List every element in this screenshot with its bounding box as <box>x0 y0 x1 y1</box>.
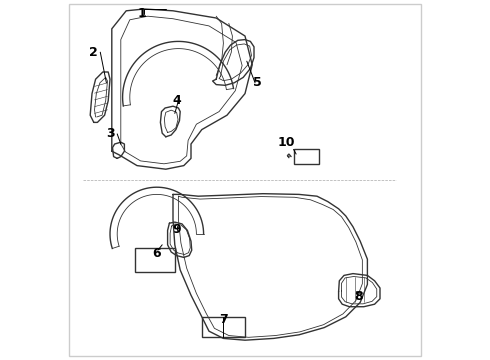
Text: 5: 5 <box>253 76 262 89</box>
Text: 2: 2 <box>89 46 98 59</box>
Bar <box>294 149 319 164</box>
Bar <box>135 248 175 272</box>
Text: 8: 8 <box>354 291 363 303</box>
Text: 7: 7 <box>219 313 228 326</box>
Bar <box>202 317 245 337</box>
Text: 4: 4 <box>172 94 181 107</box>
Text: 9: 9 <box>172 223 181 236</box>
Text: 6: 6 <box>152 247 161 260</box>
Text: 3: 3 <box>106 127 114 140</box>
Text: 1: 1 <box>138 7 147 20</box>
Text: 10: 10 <box>278 136 295 149</box>
